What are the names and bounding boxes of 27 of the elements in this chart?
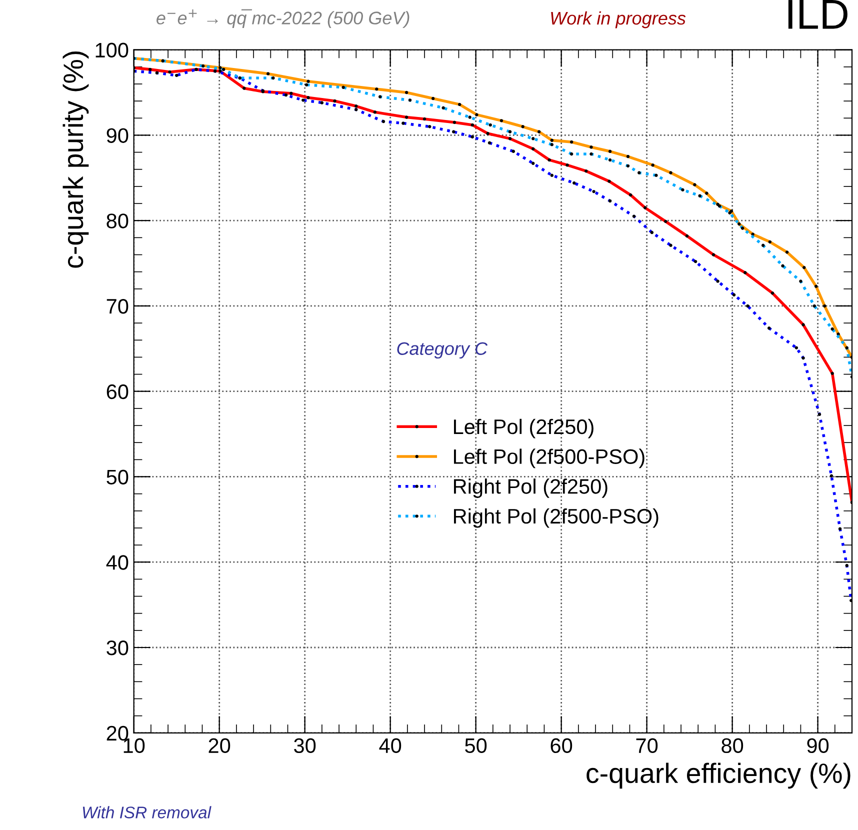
y-tick-label: 80 [106, 214, 128, 228]
y-tick-label: 50 [106, 470, 128, 484]
legend-label: Left Pol (2f500-PSO) [454, 448, 644, 468]
y-axis-title: c-quark purity (%) [62, 52, 89, 268]
text: e$^{−}$e$^{+}$ → qq̅ mc-2022 (500 GeV) [156, 9, 410, 28]
x-tick-label: 60 [550, 738, 572, 754]
y-tick-label: 90 [106, 128, 128, 143]
x-tick-label: 50 [465, 738, 487, 754]
y-tick-label: 100 [96, 42, 128, 58]
x-axis-title: c-quark efficiency (%) [586, 762, 850, 789]
legend-label: Left Pol (2f250) [454, 418, 594, 438]
x-tick-label: 70 [636, 738, 658, 754]
text: Work in progress [551, 11, 686, 28]
text: With ISR removal [82, 806, 212, 818]
x-tick-label: 20 [208, 738, 230, 754]
y-tick-label: 30 [106, 640, 128, 656]
y-tick-label: 70 [106, 298, 128, 314]
legend-label: Right Pol (2f500-PSO) [454, 508, 658, 528]
y-tick-label: 60 [106, 384, 128, 400]
y-tick-label: 40 [106, 555, 128, 570]
x-tick-label: 40 [379, 738, 402, 754]
legend-label: Right Pol (2f250) [454, 478, 608, 498]
x-tick-label: 80 [722, 738, 744, 754]
x-tick-label: 90 [807, 738, 829, 754]
text: ILD [788, 0, 848, 29]
annotation: Category C [397, 342, 488, 359]
x-tick-label: 30 [294, 738, 316, 754]
